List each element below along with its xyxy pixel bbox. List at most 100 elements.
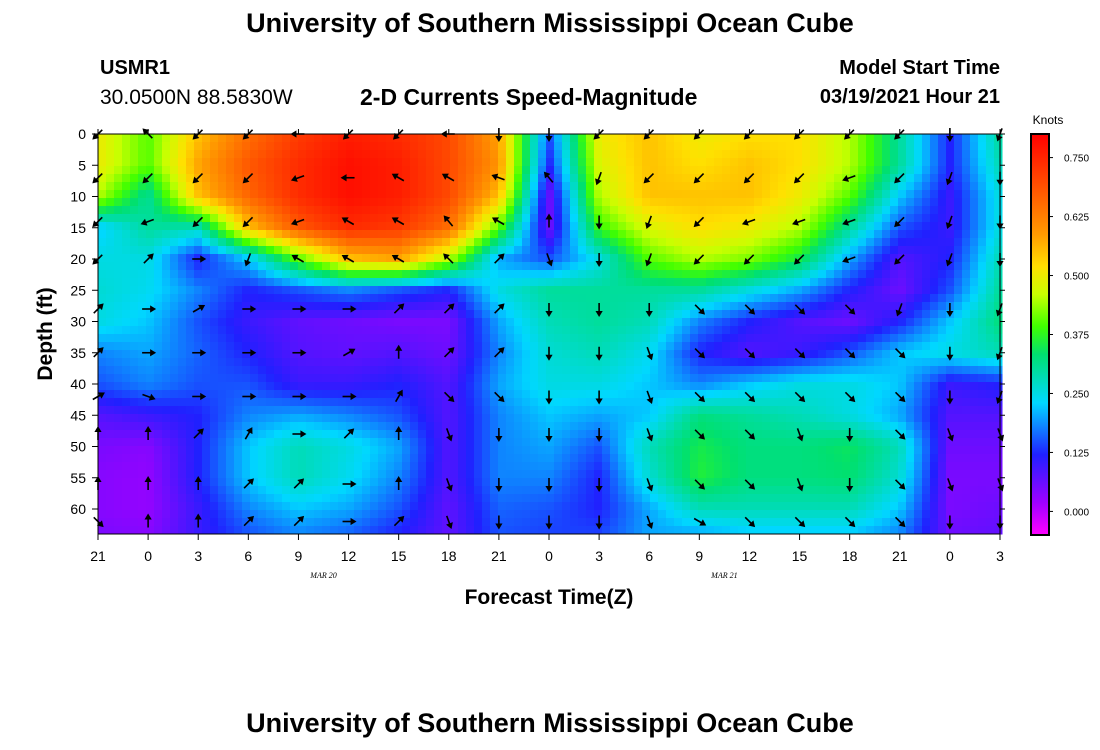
heatmap-cell: [954, 478, 963, 487]
heatmap-cell: [770, 214, 779, 223]
heatmap-cell: [962, 174, 971, 183]
heatmap-cell: [178, 438, 187, 447]
heatmap-cell: [330, 142, 339, 151]
heatmap-cell: [490, 382, 499, 391]
heatmap-cell: [842, 278, 851, 287]
heatmap-cell: [850, 382, 859, 391]
heatmap-cell: [378, 414, 387, 423]
heatmap-cell: [338, 150, 347, 159]
heatmap-cell: [98, 230, 107, 239]
heatmap-cell: [530, 246, 539, 255]
heatmap-cell: [274, 310, 283, 319]
heatmap-cell: [306, 294, 315, 303]
heatmap-cell: [322, 286, 331, 295]
heatmap-cell: [346, 286, 355, 295]
heatmap-cell: [522, 302, 531, 311]
heatmap-cell: [234, 454, 243, 463]
heatmap-cell: [898, 390, 907, 399]
heatmap-cell: [898, 334, 907, 343]
heatmap-cell: [490, 350, 499, 359]
heatmap-cell: [386, 198, 395, 207]
heatmap-cell: [314, 150, 323, 159]
heatmap-cell: [930, 478, 939, 487]
heatmap-cell: [866, 302, 875, 311]
heatmap-cell: [762, 382, 771, 391]
heatmap-cell: [690, 286, 699, 295]
heatmap-cell: [922, 462, 931, 471]
heatmap-cell: [746, 158, 755, 167]
heatmap-cell: [218, 406, 227, 415]
heatmap-cell: [162, 278, 171, 287]
heatmap-cell: [914, 262, 923, 271]
heatmap-cell: [802, 462, 811, 471]
heatmap-cell: [714, 166, 723, 175]
heatmap-cell: [362, 166, 371, 175]
heatmap-cell: [554, 382, 563, 391]
heatmap-cell: [242, 486, 251, 495]
heatmap-cell: [578, 470, 587, 479]
heatmap-cell: [426, 142, 435, 151]
heatmap-cell: [242, 318, 251, 327]
heatmap-cell: [834, 366, 843, 375]
heatmap-cell: [930, 374, 939, 383]
heatmap-cell: [714, 366, 723, 375]
heatmap-cell: [842, 246, 851, 255]
heatmap-cell: [410, 302, 419, 311]
heatmap-cell: [266, 142, 275, 151]
heatmap-cell: [610, 182, 619, 191]
heatmap-cell: [698, 310, 707, 319]
heatmap-cell: [634, 462, 643, 471]
heatmap-cell: [298, 254, 307, 263]
heatmap-cell: [930, 278, 939, 287]
heatmap-cell: [386, 238, 395, 247]
heatmap-cell: [338, 422, 347, 431]
heatmap-cell: [330, 174, 339, 183]
heatmap-cell: [210, 206, 219, 215]
heatmap-cell: [578, 190, 587, 199]
heatmap-cell: [114, 270, 123, 279]
heatmap-cell: [250, 294, 259, 303]
heatmap-cell: [522, 294, 531, 303]
heatmap-cell: [346, 406, 355, 415]
heatmap-cell: [978, 374, 987, 383]
heatmap-cell: [810, 150, 819, 159]
heatmap-cell: [314, 318, 323, 327]
heatmap-cell: [594, 326, 603, 335]
heatmap-cell: [770, 198, 779, 207]
heatmap-cell: [834, 478, 843, 487]
heatmap-cell: [626, 182, 635, 191]
heatmap-cell: [938, 286, 947, 295]
heatmap-cell: [186, 406, 195, 415]
heatmap-cell: [266, 334, 275, 343]
heatmap-cell: [922, 262, 931, 271]
heatmap-cell: [114, 422, 123, 431]
heatmap-cell: [850, 286, 859, 295]
heatmap-cell: [346, 350, 355, 359]
heatmap-cell: [450, 310, 459, 319]
heatmap-cell: [610, 166, 619, 175]
heatmap-cell: [618, 150, 627, 159]
heatmap-cell: [282, 398, 291, 407]
heatmap-cell: [746, 470, 755, 479]
heatmap-cell: [378, 334, 387, 343]
heatmap-cell: [178, 342, 187, 351]
heatmap-cell: [226, 174, 235, 183]
heatmap-cell: [226, 206, 235, 215]
heatmap-cell: [186, 350, 195, 359]
heatmap-cell: [970, 190, 979, 199]
heatmap-cell: [594, 294, 603, 303]
heatmap-cell: [650, 302, 659, 311]
heatmap-cell: [602, 286, 611, 295]
heatmap-cell: [506, 206, 515, 215]
heatmap-cell: [250, 366, 259, 375]
heatmap-cell: [146, 470, 155, 479]
heatmap-cell: [650, 462, 659, 471]
heatmap-cell: [570, 246, 579, 255]
heatmap-cell: [650, 134, 659, 143]
heatmap-cell: [346, 150, 355, 159]
heatmap-cell: [474, 190, 483, 199]
heatmap-cell: [970, 262, 979, 271]
heatmap-cell: [210, 470, 219, 479]
heatmap-cell: [306, 206, 315, 215]
heatmap-cell: [482, 206, 491, 215]
